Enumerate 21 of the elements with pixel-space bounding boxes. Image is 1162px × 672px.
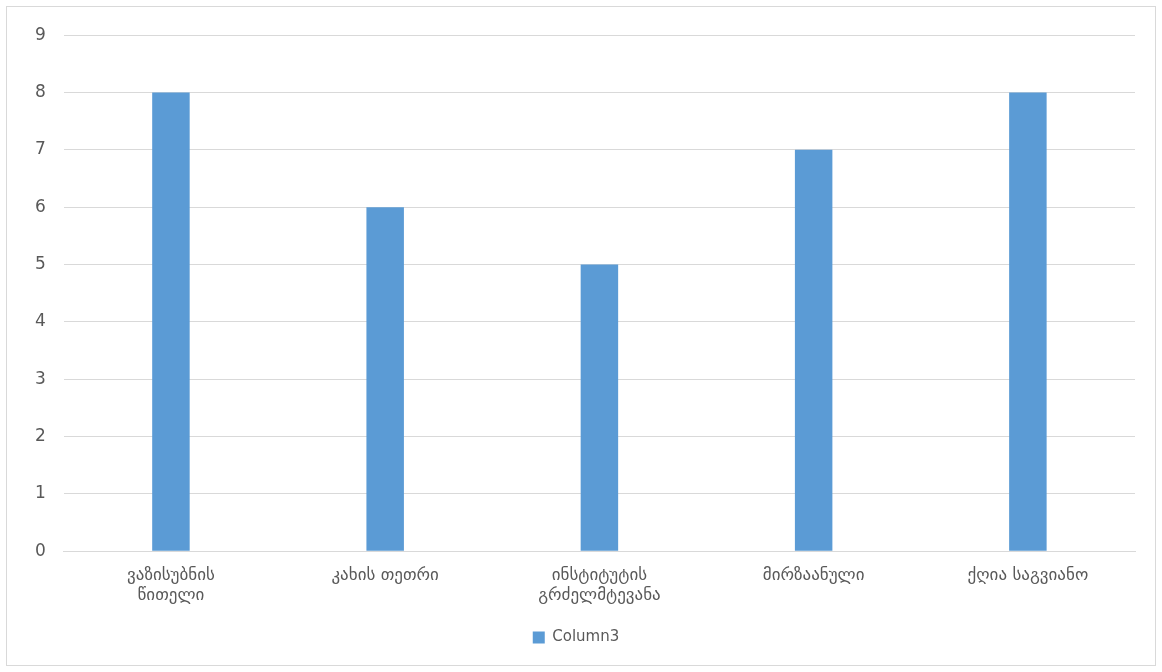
y-tick-label: 7 xyxy=(34,138,46,159)
x-tick-label: ვაზისუბნის წითელი xyxy=(127,563,215,605)
x-tick-label: ინსტიტუტის გრძელმტევანა xyxy=(538,563,661,605)
x-tick-label: კახის თეთრი xyxy=(331,563,439,584)
y-tick-label: 8 xyxy=(34,80,46,101)
bar xyxy=(366,207,404,551)
bar xyxy=(794,149,833,551)
y-tick-label: 2 xyxy=(34,424,46,445)
y-tick-label: 9 xyxy=(34,23,46,44)
bar xyxy=(580,264,619,551)
y-tick-label: 4 xyxy=(34,310,46,331)
bar xyxy=(152,92,190,551)
y-tick-label: 6 xyxy=(34,195,46,216)
bar xyxy=(1009,92,1047,551)
y-tick-label: 0 xyxy=(34,539,46,560)
y-tick-label: 3 xyxy=(34,367,46,388)
x-tick-label: ქღია საგვიანო xyxy=(967,563,1089,584)
y-tick-label: 1 xyxy=(34,482,46,503)
y-tick-label: 5 xyxy=(34,252,46,273)
x-tick-label: მირზაანული xyxy=(762,563,865,584)
legend-label: Column3 xyxy=(552,627,620,646)
